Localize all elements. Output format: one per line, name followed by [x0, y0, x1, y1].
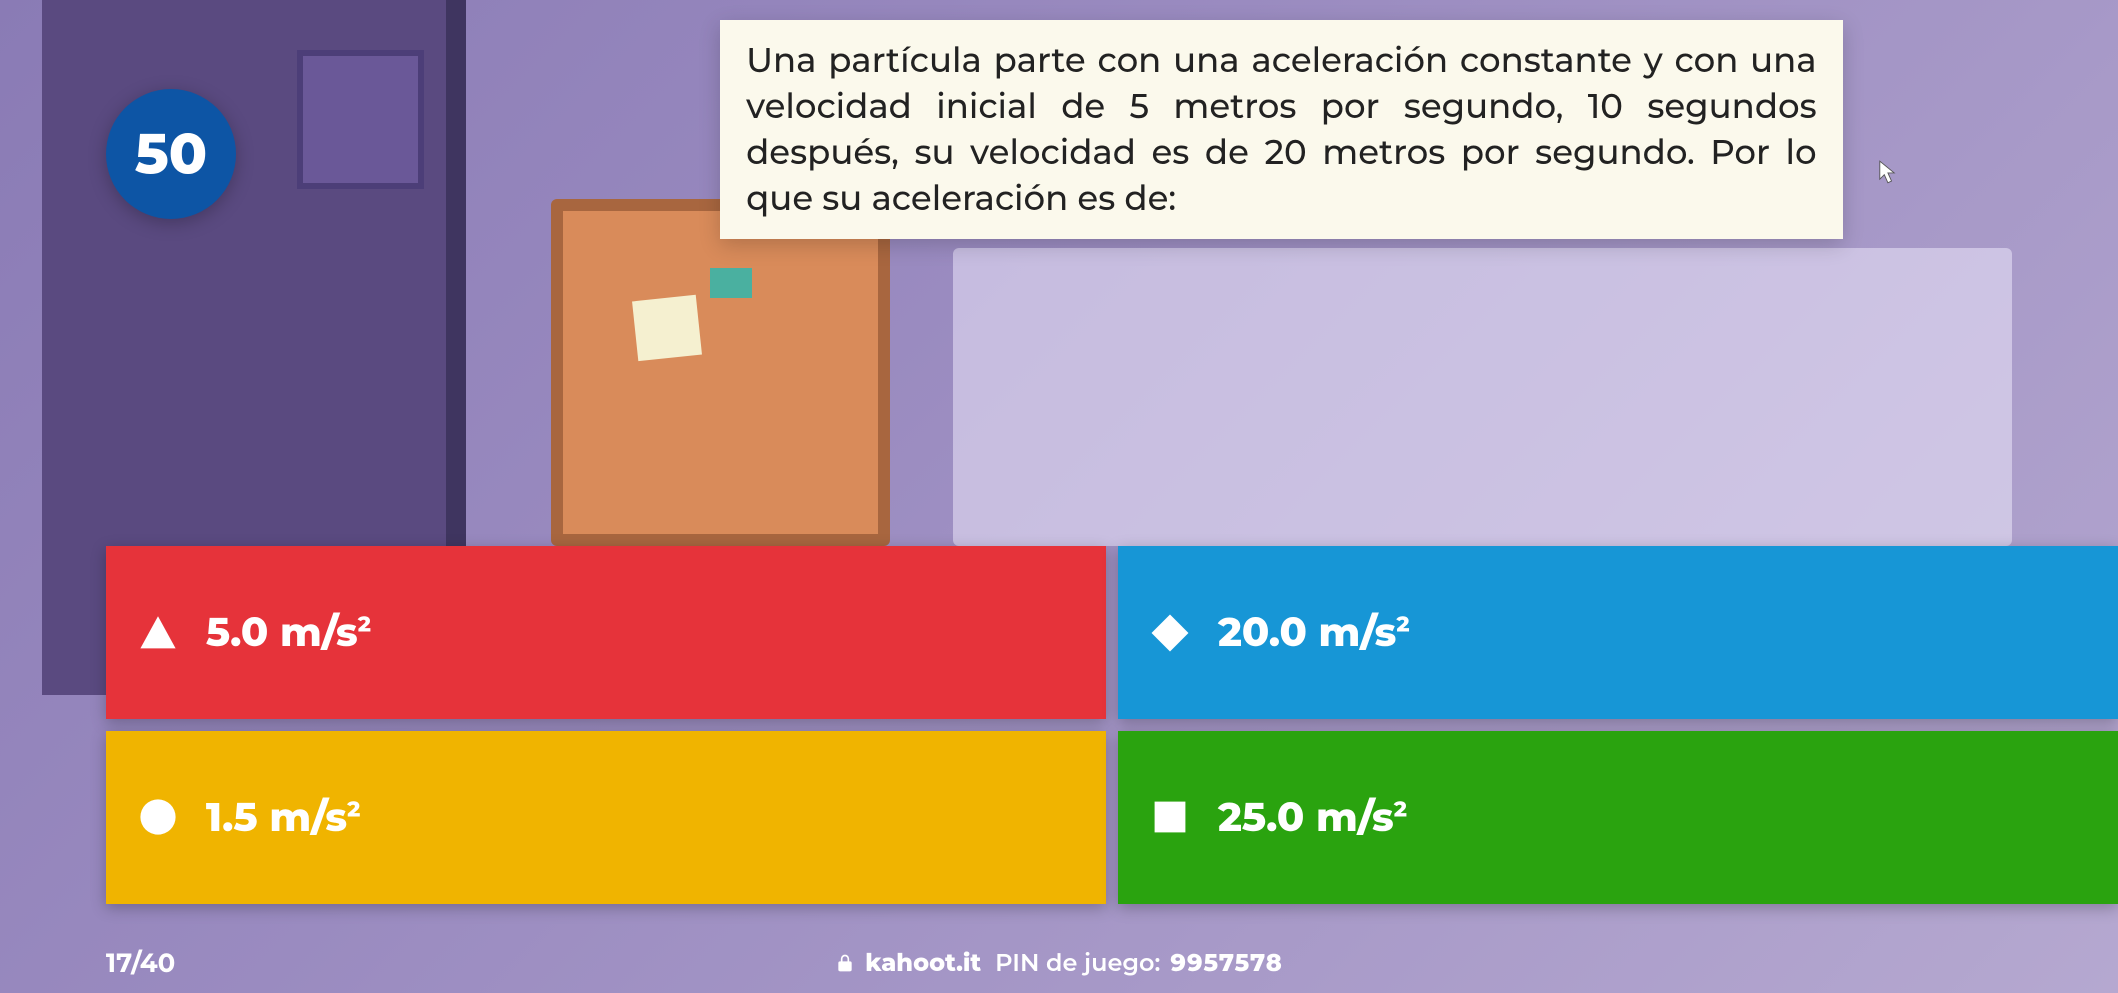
answer-label: 1.5 m/s2 — [206, 793, 360, 842]
game-pin-value: 9957578 — [1170, 949, 1282, 978]
bg-frame — [297, 50, 424, 189]
game-pin-label: PIN de juego: — [995, 949, 1160, 978]
circle-icon — [136, 795, 180, 839]
answer-option-c[interactable]: 1.5 m/s2 — [106, 731, 1106, 904]
answer-label: 5.0 m/s2 — [206, 608, 371, 657]
game-pin-wrap: kahoot.it PIN de juego: 9957578 — [835, 949, 1283, 978]
mouse-cursor-icon — [1878, 159, 1896, 185]
answer-option-b[interactable]: 20.0 m/s2 — [1118, 546, 2118, 719]
bg-note — [632, 295, 701, 361]
triangle-icon — [136, 611, 180, 655]
bg-corkboard — [551, 199, 890, 547]
question-text: Una partícula parte con una aceleración … — [746, 39, 1817, 219]
answer-label: 25.0 m/s2 — [1218, 793, 1407, 842]
question-progress: 17/40 — [106, 947, 175, 979]
game-domain: kahoot.it — [865, 949, 981, 978]
lock-icon — [835, 953, 855, 973]
answer-label: 20.0 m/s2 — [1218, 608, 1410, 657]
answer-option-d[interactable]: 25.0 m/s2 — [1118, 731, 2118, 904]
countdown-value: 50 — [135, 120, 207, 188]
countdown-timer: 50 — [106, 89, 236, 219]
bg-sticky — [710, 268, 752, 298]
square-icon — [1148, 795, 1192, 839]
answer-option-a[interactable]: 5.0 m/s2 — [106, 546, 1106, 719]
question-card: Una partícula parte con una aceleración … — [720, 20, 1843, 240]
diamond-icon — [1148, 611, 1192, 655]
footer-bar: 17/40 kahoot.it PIN de juego: 9957578 — [0, 933, 2118, 993]
bg-whiteboard — [953, 248, 2012, 546]
answers-grid: 5.0 m/s2 20.0 m/s2 1.5 m/s2 25.0 m/s2 — [106, 546, 2118, 903]
